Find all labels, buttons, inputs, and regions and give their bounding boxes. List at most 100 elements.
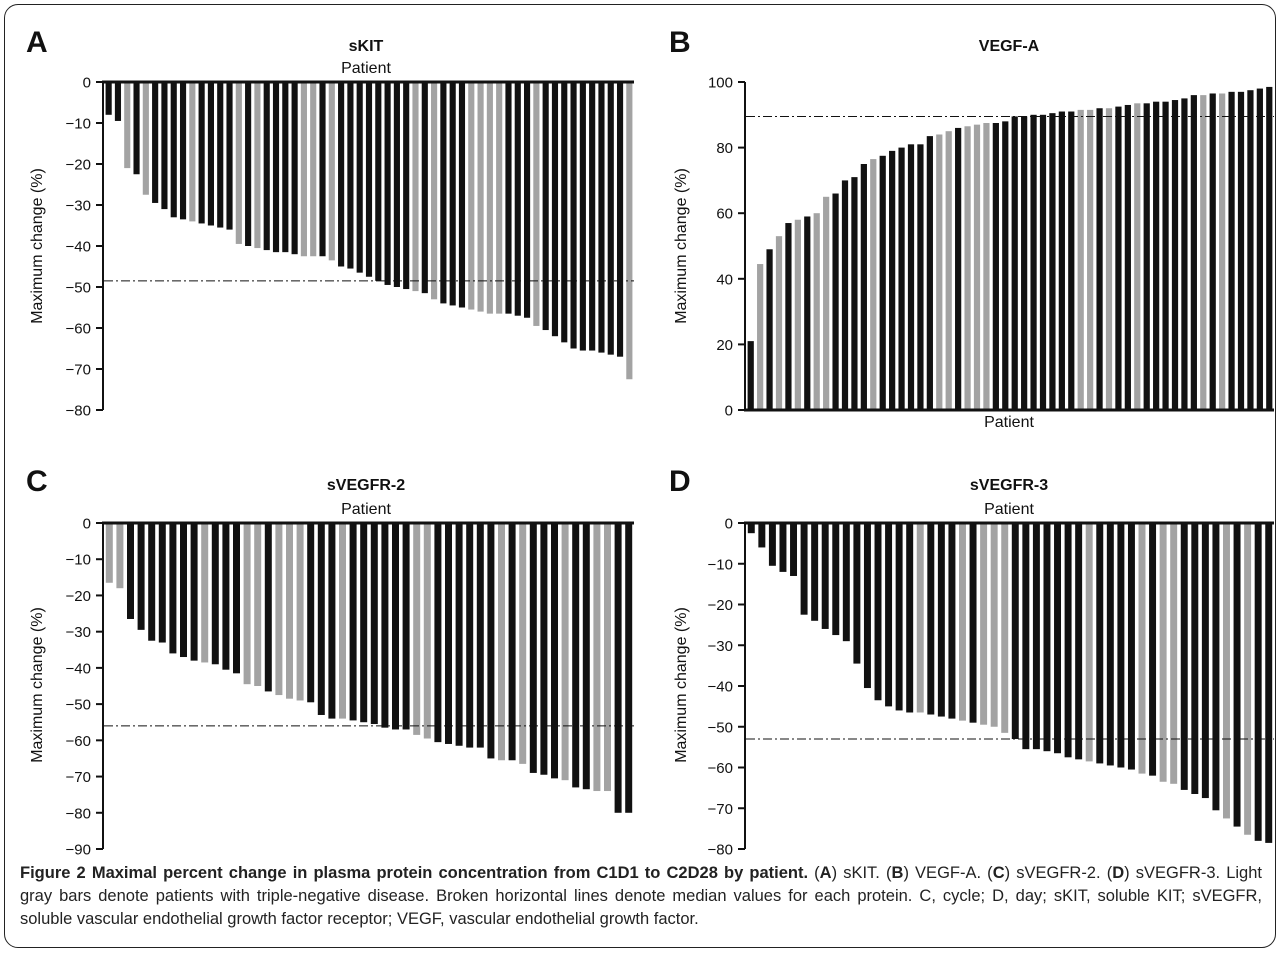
bar xyxy=(1032,523,1040,750)
bar xyxy=(455,523,463,746)
bar xyxy=(1085,523,1093,762)
bar xyxy=(1171,100,1179,410)
y-tick-label: −80 xyxy=(708,842,733,859)
y-tick-label: −40 xyxy=(708,679,733,696)
caption-text: ) VEGF-A. ( xyxy=(903,864,993,882)
bar xyxy=(955,127,962,411)
bar xyxy=(992,123,999,410)
bar xyxy=(747,341,754,410)
bar xyxy=(907,144,915,410)
bar xyxy=(1200,95,1207,411)
bar xyxy=(874,523,882,701)
bar xyxy=(1124,104,1131,411)
bar xyxy=(381,523,389,728)
y-tick-label: −80 xyxy=(66,403,91,420)
panel-a: A sKIT Patient Maximum change (%) 0 −10 −2… xyxy=(26,26,634,420)
y-tick-label: 0 xyxy=(725,403,733,420)
bar xyxy=(937,523,945,717)
bar xyxy=(948,523,956,719)
bar xyxy=(105,82,112,115)
panel-letter-d: D xyxy=(669,465,691,498)
bar xyxy=(800,523,808,615)
bar xyxy=(1096,523,1104,764)
bar xyxy=(794,219,801,410)
panel-a-xlabel: Patient xyxy=(341,60,391,77)
bar xyxy=(317,523,325,715)
panel-letter-a: A xyxy=(26,26,48,59)
y-tick-label: −10 xyxy=(708,556,733,573)
bar xyxy=(1244,523,1252,835)
bar xyxy=(1030,114,1037,411)
bar xyxy=(1180,523,1188,790)
bar xyxy=(916,523,924,713)
y-tick-label: −30 xyxy=(708,638,733,655)
bar xyxy=(254,523,262,686)
caption-text: ) sKIT. ( xyxy=(831,864,892,882)
bar xyxy=(421,82,428,294)
bar xyxy=(201,523,209,663)
caption-body: (A) sKIT. (B) VEGF-A. (C) sVEGFR-2. (D) … xyxy=(20,864,1262,928)
bar xyxy=(1039,114,1047,411)
y-tick-label: 80 xyxy=(716,140,733,157)
bar xyxy=(233,523,240,674)
bar xyxy=(152,82,159,203)
bar xyxy=(607,82,614,355)
y-tick-label: −70 xyxy=(708,801,733,818)
bar xyxy=(1117,523,1125,768)
bar xyxy=(1001,523,1009,733)
y-tick-label: −30 xyxy=(66,624,91,641)
y-tick-label: −60 xyxy=(66,733,91,750)
bar xyxy=(272,82,280,253)
bar xyxy=(885,523,893,707)
bar xyxy=(1011,116,1018,410)
bar xyxy=(392,523,399,730)
bar xyxy=(116,523,124,589)
bar xyxy=(170,82,177,218)
bar xyxy=(1106,523,1114,766)
bar xyxy=(207,82,214,226)
panel-b: B VEGF-A Patient Maximum change (%) 0 20 4… xyxy=(669,26,1274,431)
y-tick-label: −60 xyxy=(66,321,91,338)
bar xyxy=(604,523,611,792)
y-tick-label: −40 xyxy=(66,660,91,677)
bar xyxy=(449,82,456,306)
figure-caption: Figure 2 Maximal percent change in plasm… xyxy=(20,862,1262,931)
bar xyxy=(1115,106,1122,410)
bar xyxy=(863,523,871,689)
bar xyxy=(959,523,966,721)
bar xyxy=(561,523,569,781)
y-tick-label: −50 xyxy=(66,697,91,714)
bar xyxy=(551,523,558,779)
bar xyxy=(626,82,633,380)
bar xyxy=(124,82,131,169)
bar xyxy=(338,82,345,267)
bar xyxy=(508,523,516,761)
bar xyxy=(853,523,861,664)
bar xyxy=(300,82,307,257)
bar xyxy=(579,82,586,351)
bar xyxy=(1022,523,1030,750)
bar xyxy=(779,523,787,572)
bar xyxy=(356,82,363,273)
bar xyxy=(347,82,354,269)
bar xyxy=(486,82,493,314)
bar xyxy=(945,131,952,410)
bar xyxy=(393,82,400,287)
bar xyxy=(889,150,896,410)
y-tick-label: −70 xyxy=(66,769,91,786)
bar xyxy=(1162,101,1169,411)
bar xyxy=(1043,523,1051,752)
bar xyxy=(477,82,484,312)
bar xyxy=(1068,111,1075,411)
panel-letter-c: C xyxy=(26,465,48,498)
y-tick-label: 20 xyxy=(716,337,733,354)
bar xyxy=(841,180,849,410)
bar xyxy=(291,82,298,255)
caption-panel-ref: C xyxy=(992,864,1005,882)
bar xyxy=(179,82,187,220)
bar xyxy=(1064,523,1072,758)
bar xyxy=(487,523,495,759)
bar xyxy=(561,82,568,343)
bar xyxy=(1149,523,1157,776)
panel-d: D sVEGFR-3 Patient Maximum change (%) 0 −… xyxy=(669,465,1274,859)
